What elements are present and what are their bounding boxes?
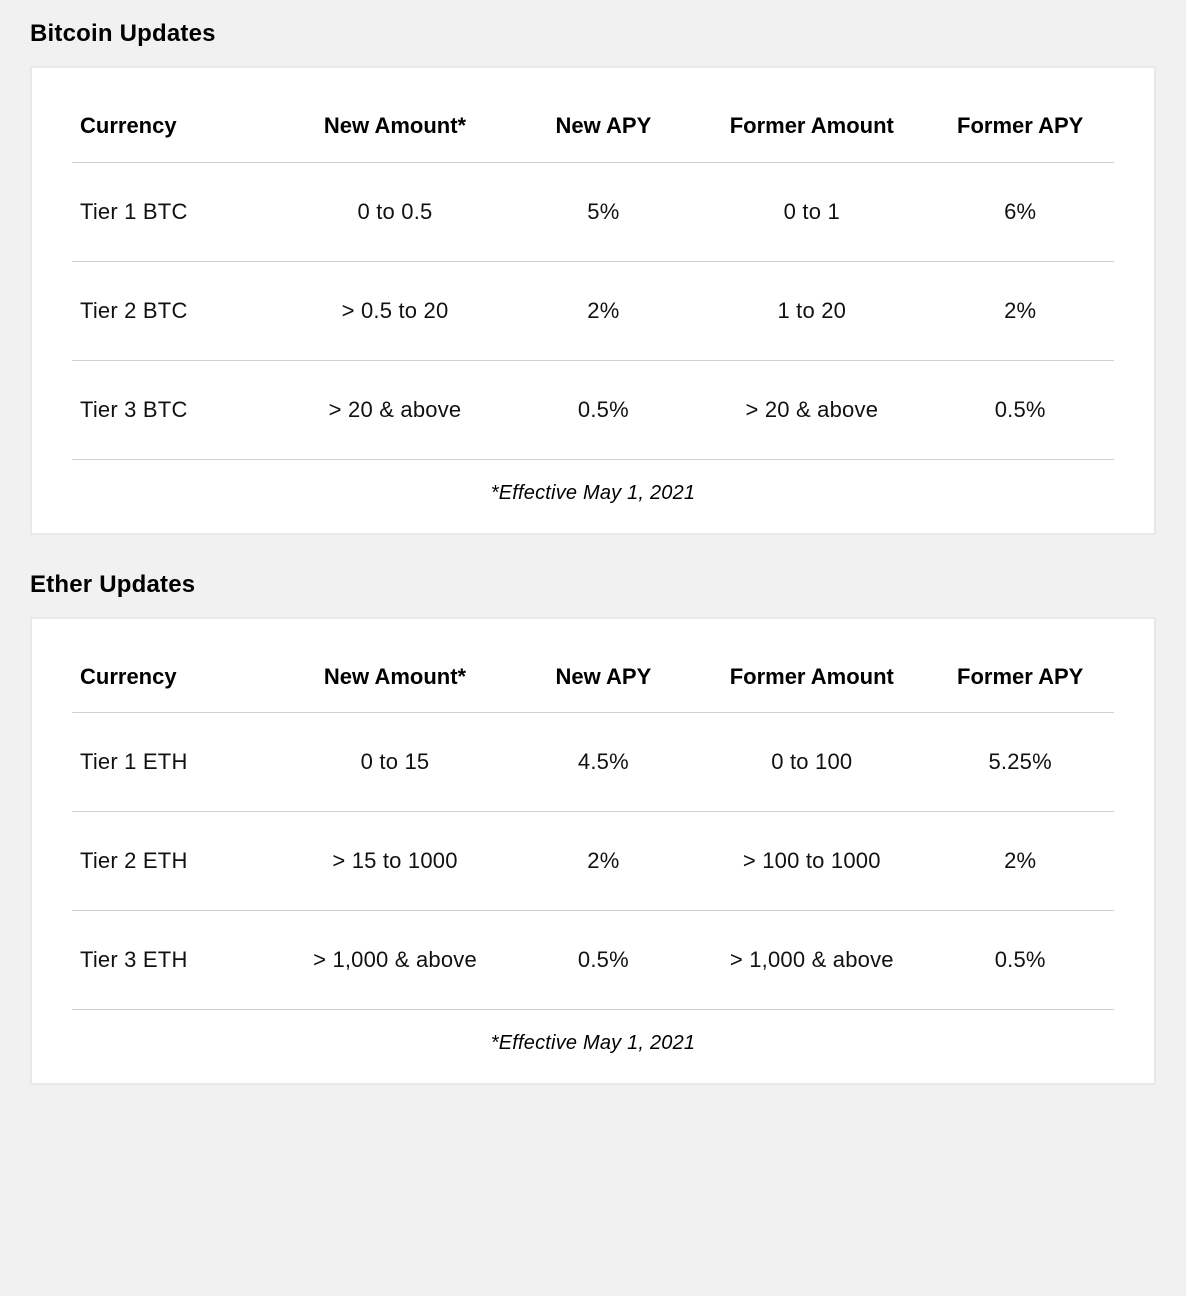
table-header-row: Currency New Amount* New APY Former Amou… <box>72 98 1114 162</box>
cell-new-amount: 0 to 0.5 <box>280 162 509 261</box>
cell-new-amount: > 20 & above <box>280 360 509 459</box>
cell-currency: Tier 2 BTC <box>72 261 280 360</box>
cell-new-apy: 0.5% <box>510 360 698 459</box>
cell-new-amount: 0 to 15 <box>280 713 509 812</box>
table-row: Tier 3 BTC > 20 & above 0.5% > 20 & abov… <box>72 360 1114 459</box>
page-root: Bitcoin Updates Currency New Amount* New… <box>0 0 1186 1296</box>
th-former-apy: Former APY <box>926 98 1114 162</box>
th-former-amount: Former Amount <box>697 98 926 162</box>
th-new-amount: New Amount* <box>280 98 509 162</box>
cell-former-apy: 2% <box>926 261 1114 360</box>
cell-former-amount: > 1,000 & above <box>697 911 926 1010</box>
th-former-amount: Former Amount <box>697 649 926 713</box>
table-row: Tier 3 ETH > 1,000 & above 0.5% > 1,000 … <box>72 911 1114 1010</box>
cell-new-apy: 5% <box>510 162 698 261</box>
cell-new-apy: 0.5% <box>510 911 698 1010</box>
cell-new-amount: > 15 to 1000 <box>280 812 509 911</box>
cell-currency: Tier 3 ETH <box>72 911 280 1010</box>
cell-former-amount: > 20 & above <box>697 360 926 459</box>
bitcoin-section-title: Bitcoin Updates <box>30 20 1156 48</box>
cell-former-amount: 1 to 20 <box>697 261 926 360</box>
table-row: Tier 1 ETH 0 to 15 4.5% 0 to 100 5.25% <box>72 713 1114 812</box>
cell-new-amount: > 0.5 to 20 <box>280 261 509 360</box>
ether-table: Currency New Amount* New APY Former Amou… <box>72 649 1114 1011</box>
bitcoin-table: Currency New Amount* New APY Former Amou… <box>72 98 1114 460</box>
th-new-apy: New APY <box>510 98 698 162</box>
cell-currency: Tier 1 ETH <box>72 713 280 812</box>
table-row: Tier 1 BTC 0 to 0.5 5% 0 to 1 6% <box>72 162 1114 261</box>
cell-former-amount: 0 to 1 <box>697 162 926 261</box>
cell-currency: Tier 1 BTC <box>72 162 280 261</box>
bitcoin-card: Currency New Amount* New APY Former Amou… <box>30 66 1156 535</box>
cell-new-amount: > 1,000 & above <box>280 911 509 1010</box>
cell-currency: Tier 2 ETH <box>72 812 280 911</box>
table-row: Tier 2 BTC > 0.5 to 20 2% 1 to 20 2% <box>72 261 1114 360</box>
cell-former-apy: 0.5% <box>926 911 1114 1010</box>
th-new-amount: New Amount* <box>280 649 509 713</box>
cell-former-apy: 5.25% <box>926 713 1114 812</box>
cell-former-apy: 2% <box>926 812 1114 911</box>
cell-former-apy: 6% <box>926 162 1114 261</box>
th-new-apy: New APY <box>510 649 698 713</box>
ether-card: Currency New Amount* New APY Former Amou… <box>30 617 1156 1086</box>
bitcoin-footnote: *Effective May 1, 2021 <box>72 482 1114 505</box>
ether-section-title: Ether Updates <box>30 571 1156 599</box>
bitcoin-tbody: Tier 1 BTC 0 to 0.5 5% 0 to 1 6% Tier 2 … <box>72 162 1114 459</box>
cell-former-amount: 0 to 100 <box>697 713 926 812</box>
th-currency: Currency <box>72 98 280 162</box>
ether-footnote: *Effective May 1, 2021 <box>72 1032 1114 1055</box>
ether-tbody: Tier 1 ETH 0 to 15 4.5% 0 to 100 5.25% T… <box>72 713 1114 1010</box>
cell-former-apy: 0.5% <box>926 360 1114 459</box>
table-header-row: Currency New Amount* New APY Former Amou… <box>72 649 1114 713</box>
cell-former-amount: > 100 to 1000 <box>697 812 926 911</box>
cell-currency: Tier 3 BTC <box>72 360 280 459</box>
cell-new-apy: 2% <box>510 261 698 360</box>
cell-new-apy: 4.5% <box>510 713 698 812</box>
th-former-apy: Former APY <box>926 649 1114 713</box>
cell-new-apy: 2% <box>510 812 698 911</box>
th-currency: Currency <box>72 649 280 713</box>
table-row: Tier 2 ETH > 15 to 1000 2% > 100 to 1000… <box>72 812 1114 911</box>
